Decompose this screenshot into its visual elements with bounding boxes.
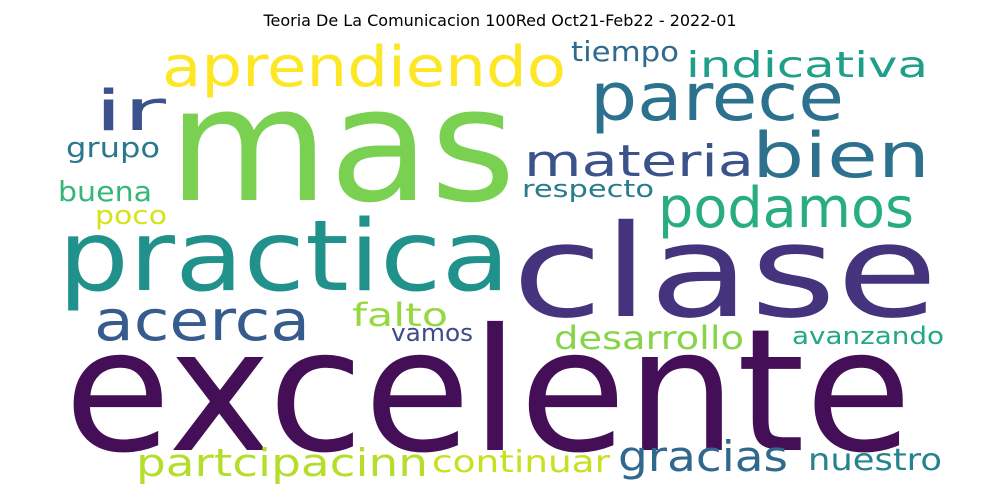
word-partcipacinn: partcipacinn <box>136 441 428 485</box>
word-aprendiendo: aprendiendo <box>162 35 566 100</box>
word-materia: materia <box>524 136 754 187</box>
word-mas: mas <box>168 54 516 238</box>
word-ir: ir <box>94 79 168 144</box>
word-buena: buena <box>58 175 152 208</box>
word-respecto: respecto <box>522 175 654 203</box>
word-parece: parece <box>590 59 844 136</box>
word-podamos: podamos <box>658 176 914 241</box>
word-practica: practica <box>58 200 510 314</box>
word-vamos: vamos <box>391 319 473 347</box>
word-poco: poco <box>95 201 167 231</box>
wordcloud-title: Teoria De La Comunicacion 100Red Oct21-F… <box>263 11 737 30</box>
word-bien: bien <box>752 119 930 192</box>
word-tiempo: tiempo <box>571 35 679 68</box>
word-clase: clase <box>512 198 938 347</box>
word-desarrollo: desarrollo <box>554 319 744 357</box>
word-acerca: acerca <box>94 289 310 354</box>
word-avanzando: avanzando <box>792 322 944 350</box>
word-grupo: grupo <box>66 131 160 164</box>
word-nuestro: nuestro <box>808 443 942 478</box>
word-continuar: continuar <box>432 445 611 480</box>
word-gracias: gracias <box>618 432 788 481</box>
word-excelente: excelente <box>64 293 912 491</box>
word-indicativa: indicativa <box>686 45 928 86</box>
word-falto: falto <box>352 296 448 334</box>
